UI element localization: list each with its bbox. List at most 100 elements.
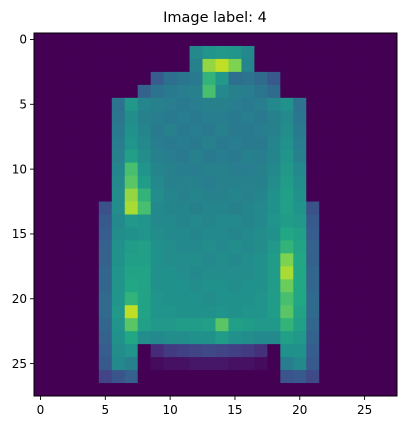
heatmap-cell — [176, 136, 190, 151]
heatmap-cell — [280, 318, 294, 332]
heatmap-cell — [85, 266, 100, 280]
heatmap-cell — [111, 97, 126, 112]
heatmap-cell — [46, 149, 61, 164]
heatmap-cell — [163, 84, 177, 99]
heatmap-cell — [85, 331, 100, 345]
heatmap-cell — [111, 266, 126, 280]
heatmap-cell — [215, 318, 229, 332]
heatmap-cell — [228, 331, 242, 345]
heatmap-cell — [332, 279, 346, 293]
heatmap-cell — [280, 253, 294, 267]
heatmap-cell — [332, 162, 346, 176]
heatmap-cell — [254, 33, 268, 47]
heatmap-cell — [241, 149, 255, 164]
heatmap-cell — [228, 136, 242, 151]
heatmap-cell — [384, 110, 398, 125]
heatmap-cell — [280, 279, 294, 293]
heatmap-cell — [267, 71, 281, 86]
heatmap-cell — [34, 71, 48, 86]
heatmap-cell — [150, 201, 165, 215]
heatmap-cell — [332, 175, 346, 189]
heatmap-cell — [358, 45, 372, 60]
heatmap-cell — [189, 292, 203, 306]
heatmap-cell — [384, 97, 398, 112]
heatmap-cell — [254, 58, 268, 73]
heatmap-cell — [189, 318, 203, 332]
heatmap-cell — [202, 253, 216, 267]
heatmap-cell — [280, 175, 294, 189]
heatmap-cell — [267, 84, 281, 99]
heatmap-cell — [163, 214, 177, 228]
heatmap-cell — [345, 45, 359, 60]
heatmap-cell — [72, 45, 87, 60]
heatmap-cell — [189, 214, 203, 228]
heatmap-cell — [98, 240, 113, 254]
heatmap-cell — [59, 370, 74, 384]
heatmap-cell — [384, 58, 398, 73]
heatmap-cell — [176, 110, 190, 125]
heatmap-cell — [241, 227, 255, 241]
heatmap-cell — [371, 97, 385, 112]
heatmap-cell — [34, 240, 48, 254]
heatmap-cell — [124, 162, 139, 176]
heatmap-cell — [241, 136, 255, 151]
heatmap-cell — [306, 110, 320, 125]
heatmap-cell — [241, 110, 255, 125]
y-axis-ticks: 0 5 10 15 20 25 — [12, 33, 34, 371]
heatmap-cell — [34, 162, 48, 176]
heatmap-cell — [98, 110, 113, 125]
heatmap-cell — [137, 227, 152, 241]
heatmap-cell — [306, 214, 320, 228]
heatmap-cell — [176, 227, 190, 241]
heatmap-cell — [293, 97, 307, 112]
heatmap-cell — [267, 97, 281, 112]
heatmap-cell — [228, 318, 242, 332]
heatmap-cell — [124, 318, 139, 332]
heatmap-cell — [293, 227, 307, 241]
heatmap-cell — [202, 331, 216, 345]
heatmap-cell — [254, 214, 268, 228]
heatmap-cell — [124, 97, 139, 112]
heatmap-cell — [72, 58, 87, 73]
heatmap-cell — [85, 162, 100, 176]
heatmap-cell — [163, 344, 177, 358]
heatmap-cell — [332, 253, 346, 267]
heatmap-cell — [189, 201, 203, 215]
heatmap-cell — [150, 266, 165, 280]
heatmap-cell — [98, 331, 113, 345]
heatmap-cell — [98, 188, 113, 202]
heatmap-cell — [306, 45, 320, 60]
heatmap-cell — [371, 279, 385, 293]
heatmap-cell — [72, 214, 87, 228]
heatmap-cell — [46, 292, 61, 306]
heatmap-cell — [384, 149, 398, 164]
heatmap-cell — [137, 279, 152, 293]
heatmap-cell — [241, 71, 255, 86]
heatmap-cell — [72, 84, 87, 99]
heatmap-cell — [319, 123, 333, 138]
heatmap-cell — [358, 71, 372, 86]
heatmap-cell — [371, 383, 385, 397]
heatmap-cell — [332, 214, 346, 228]
heatmap-cell — [241, 383, 255, 397]
heatmap-cell — [46, 136, 61, 151]
heatmap-cell — [319, 227, 333, 241]
heatmap-cell — [137, 149, 152, 164]
heatmap-cell — [46, 344, 61, 358]
heatmap-cell — [150, 136, 165, 151]
heatmap-cell — [384, 357, 398, 371]
heatmap-cell — [293, 357, 307, 371]
heatmap-cell — [254, 71, 268, 86]
heatmap-cell — [371, 331, 385, 345]
x-tick-label: 10 — [162, 403, 177, 417]
heatmap-cell — [241, 97, 255, 112]
heatmap-cell — [228, 58, 242, 73]
x-tick-label: 0 — [37, 403, 45, 417]
heatmap-cell — [306, 149, 320, 164]
heatmap-cell — [176, 175, 190, 189]
heatmap-cell — [345, 357, 359, 371]
heatmap-cell — [345, 97, 359, 112]
heatmap-cell — [267, 175, 281, 189]
heatmap-cell — [306, 253, 320, 267]
heatmap-cell — [241, 331, 255, 345]
